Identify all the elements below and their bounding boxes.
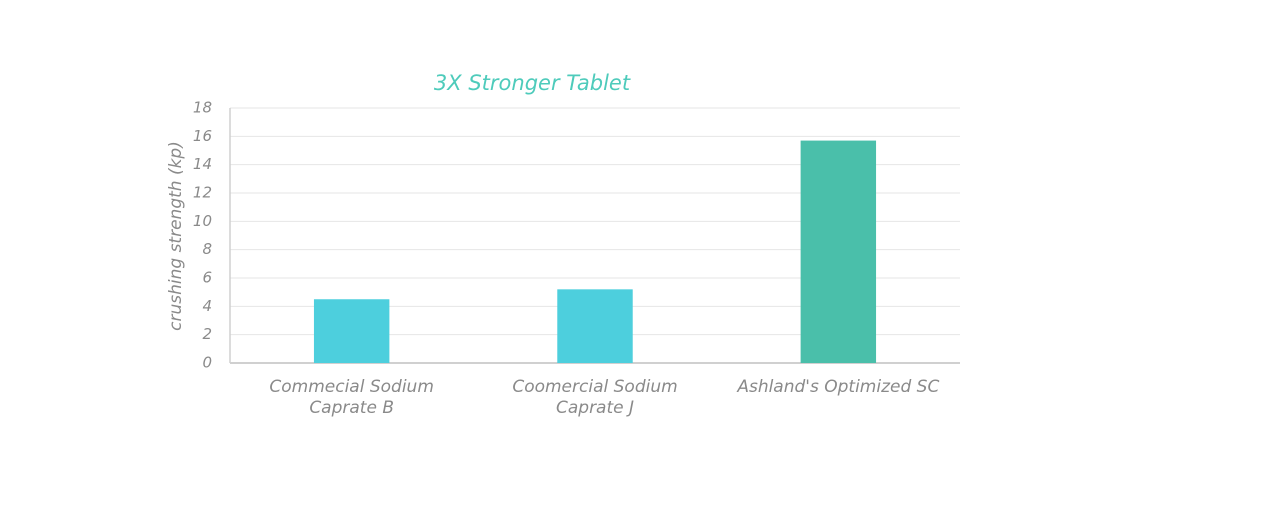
y-tick-label: 14 — [193, 155, 212, 173]
bar — [800, 140, 877, 363]
y-tick-label: 18 — [193, 99, 212, 117]
bar — [313, 299, 390, 363]
bar — [557, 289, 633, 363]
y-tick-label: 0 — [202, 354, 212, 372]
y-tick-label: 6 — [202, 269, 212, 287]
y-tick-label: 8 — [202, 240, 212, 258]
x-tick-label: Ashland's Optimized SC — [737, 377, 940, 397]
y-tick-label: 16 — [193, 127, 212, 145]
x-tick-label: Commecial Sodium Caprate B — [269, 377, 434, 418]
y-axis-label: crushing strength (kp) — [166, 141, 186, 331]
y-tick-label: 10 — [193, 212, 212, 230]
y-tick-label: 12 — [193, 184, 212, 202]
x-tick-label: Coomercial Sodium Caprate J — [512, 377, 678, 418]
y-tick-label: 2 — [202, 325, 212, 343]
y-tick-label: 4 — [202, 297, 212, 315]
chart-title: 3X Stronger Tablet — [434, 71, 631, 95]
